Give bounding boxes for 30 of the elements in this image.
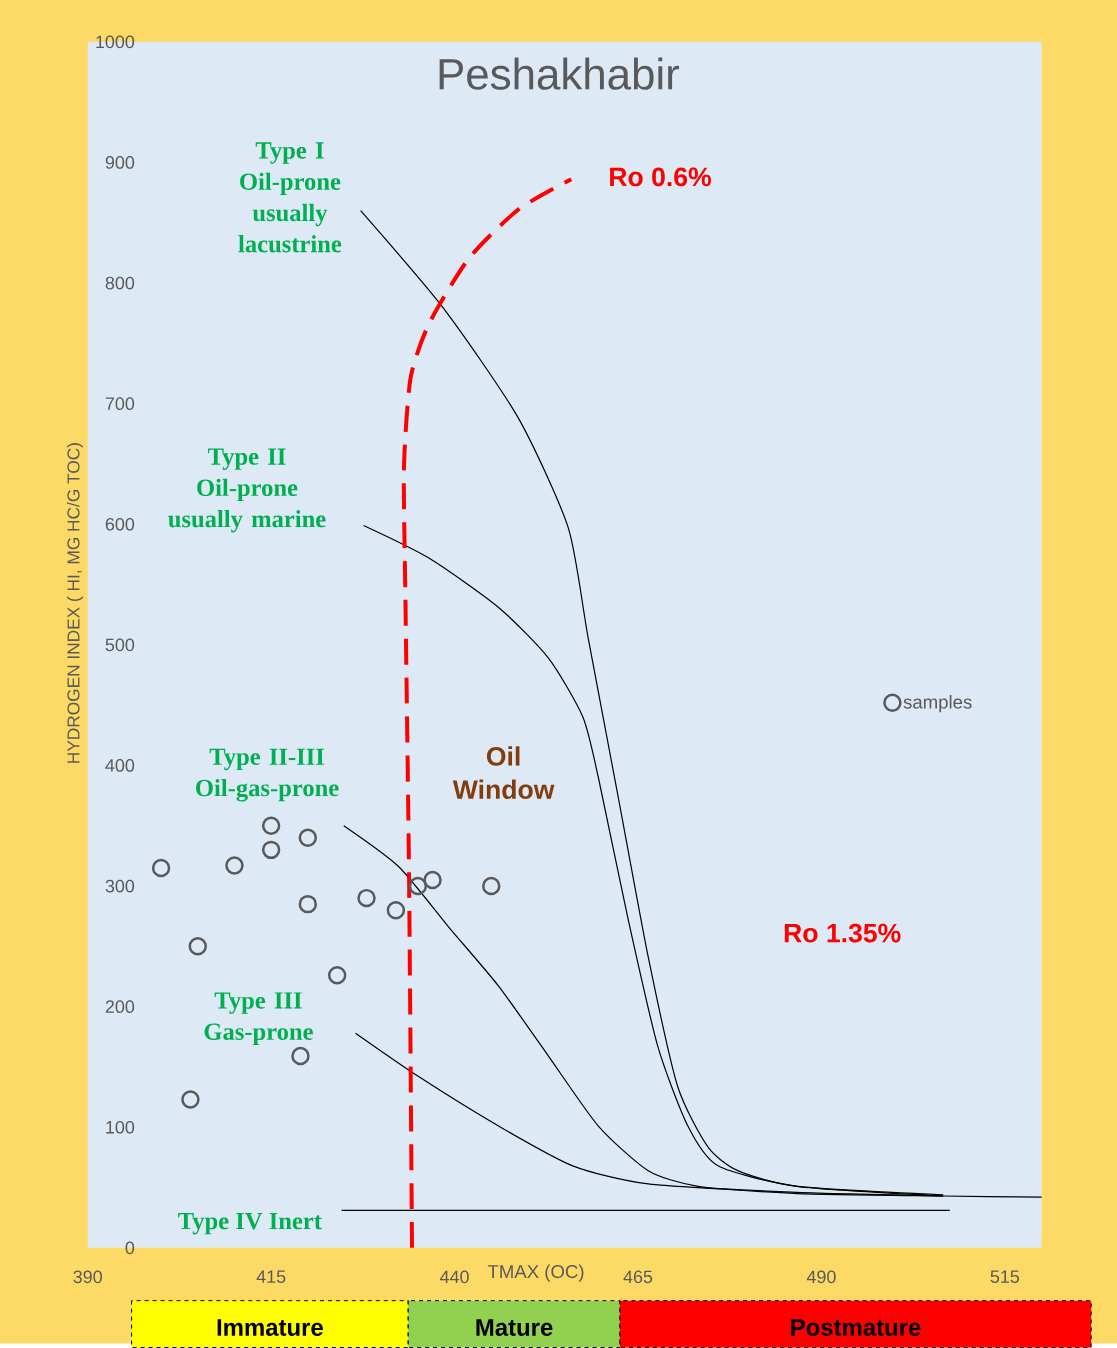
y-tick-label: 700	[105, 397, 135, 410]
x-axis-title: TMAX (OC)	[487, 1264, 584, 1282]
y-tick-label: 500	[105, 638, 135, 652]
annotation: Type II-III Oil-gas-prone	[195, 748, 339, 802]
text: Postmature	[791, 1319, 921, 1336]
annotation: Type II Oil-prone usually marine	[168, 448, 326, 533]
y-tick-label: 600	[105, 517, 135, 531]
y-tick-label: 200	[105, 1000, 135, 1013]
y-tick-label: 400	[105, 759, 135, 772]
annotation: Type I Oil-prone usually lacustrine	[238, 142, 342, 253]
x-tick-label: 415	[256, 1270, 286, 1283]
text: Immature	[217, 1319, 323, 1336]
x-tick-label: 490	[806, 1270, 836, 1284]
y-tick-label: 900	[105, 156, 135, 169]
x-tick-label: 465	[623, 1270, 653, 1284]
annotation: Ro 1.35%	[784, 923, 901, 943]
legend-label: samples	[903, 694, 972, 713]
x-tick-label: 515	[990, 1270, 1019, 1283]
y-tick-label: 100	[106, 1120, 135, 1134]
text: Mature	[476, 1319, 553, 1336]
y-tick-label: 300	[105, 879, 135, 893]
x-tick-label: 440	[439, 1270, 469, 1284]
chart-title: Peshakhabir	[439, 57, 679, 90]
annotation: Type III Gas-prone	[204, 992, 313, 1045]
y-axis-title: HYDROGEN INDEX ( HI, MG HC/G TOC)	[66, 443, 83, 763]
x-tick-label: 390	[73, 1270, 102, 1284]
annotation: Type IV Inert	[177, 1213, 322, 1235]
annotation: Ro 0.6%	[609, 167, 711, 187]
annotation: Oil Window	[452, 746, 555, 800]
y-tick-label: 800	[105, 276, 135, 290]
